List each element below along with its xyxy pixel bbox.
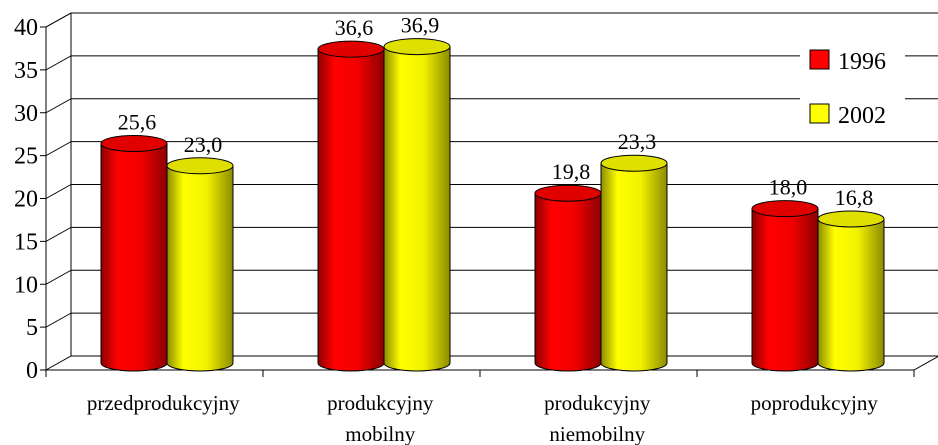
bar-top [317, 40, 385, 58]
data-label: 25,6 [118, 109, 157, 134]
side-gridline [45, 98, 72, 114]
data-label: 19,8 [552, 159, 591, 184]
data-label: 36,9 [401, 13, 440, 38]
category-label-line: poprodukcyjny [751, 391, 879, 415]
bar [751, 200, 819, 372]
data-label: 36,6 [335, 15, 374, 40]
y-tick-label: 0 [26, 358, 38, 384]
side-gridline [45, 12, 72, 28]
y-tick-label: 30 [14, 101, 38, 127]
bar [600, 154, 668, 372]
y-tick-label: 20 [14, 187, 38, 213]
bar-body [817, 218, 885, 372]
side-gridline [45, 312, 72, 328]
bar-top [534, 184, 602, 202]
x-axis-category-labels: przedprodukcyjny produkcyjny mobilnyproduk… [87, 391, 878, 445]
category-label: przedprodukcyjny [87, 391, 240, 415]
legend-label: 2002 [838, 103, 886, 129]
category-label-line: produkcyjny [327, 391, 434, 415]
category-label-line: przedprodukcyjny [87, 391, 240, 415]
bar-top [817, 210, 885, 228]
y-tick-label: 5 [26, 315, 38, 341]
bar-body [534, 192, 602, 372]
bar-body [166, 165, 234, 372]
legend-swatch [809, 103, 830, 124]
bar-top [383, 38, 451, 56]
category-label: produkcyjny mobilny [327, 391, 434, 445]
bar [317, 40, 385, 372]
bar [166, 157, 234, 372]
y-tick-label: 10 [14, 272, 38, 298]
bar-top [166, 157, 234, 175]
category-label-line: produkcyjny [544, 391, 651, 415]
bar-body [751, 208, 819, 372]
side-gridline [45, 269, 72, 285]
bar [383, 38, 451, 372]
bar-body [317, 48, 385, 372]
bar [534, 184, 602, 372]
bar-top [600, 154, 668, 172]
category-label-line: mobilny [345, 422, 416, 445]
legend-swatch [809, 49, 830, 70]
y-tick-label: 40 [14, 15, 38, 41]
bar-body [100, 142, 168, 372]
bar-body [600, 162, 668, 372]
category-label: poprodukcyjny [751, 391, 879, 415]
side-gridline [45, 184, 72, 199]
bars [100, 38, 885, 372]
data-label: 23,0 [184, 132, 223, 157]
bar [817, 210, 885, 372]
bar-top [100, 134, 168, 152]
y-axis-tick-labels: 0 5 10 15 20 25 30 35 40 [14, 15, 38, 384]
data-label: 23,3 [618, 129, 657, 154]
bar-top [751, 200, 819, 218]
bar [100, 134, 168, 372]
category-label: produkcyjny niemobilny [544, 391, 651, 445]
legend-label: 1996 [838, 49, 886, 75]
y-tick-label: 25 [14, 144, 38, 170]
data-labels: 25,6 23,0 36,6 36,9 19,8 23,3 18,0 16,8 [118, 13, 874, 210]
category-label-line: niemobilny [549, 422, 645, 445]
side-gridline [45, 226, 72, 242]
y-tick-label: 15 [14, 229, 38, 255]
legend: 1996 2002 [800, 34, 905, 134]
data-label: 18,0 [769, 175, 808, 200]
data-label: 16,8 [835, 185, 874, 210]
side-gridline [45, 141, 72, 157]
side-gridline [45, 55, 72, 71]
y-tick-label: 35 [14, 58, 38, 84]
bar-body [383, 46, 451, 372]
